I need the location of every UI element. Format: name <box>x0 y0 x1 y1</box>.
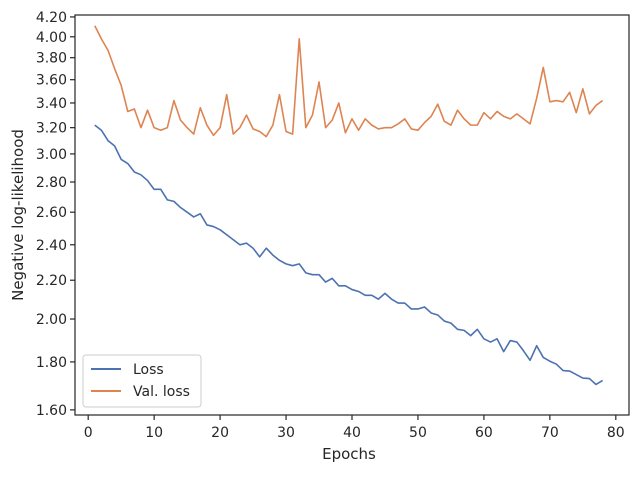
y-tick-label: 2.40 <box>36 238 67 254</box>
x-tick-label: 40 <box>343 425 361 441</box>
y-tick-label: 4.20 <box>36 10 67 26</box>
y-tick-label: 4.00 <box>36 30 67 46</box>
y-tick-label: 2.80 <box>36 175 67 191</box>
y-tick-label: 3.00 <box>36 147 67 163</box>
y-tick-label: 3.40 <box>36 96 67 112</box>
y-tick-label: 2.00 <box>36 312 67 328</box>
x-tick-label: 70 <box>541 425 559 441</box>
y-tick-label: 3.80 <box>36 51 67 67</box>
series-line-loss <box>94 124 604 386</box>
x-tick-label: 0 <box>84 425 93 441</box>
plot-series <box>94 25 604 386</box>
x-tick-label: 10 <box>145 425 163 441</box>
y-axis-ticks: 1.60 1.80 2.00 2.20 2.40 2.60 2.80 3.00 3.20 3.40… <box>36 10 75 419</box>
x-tick-label: 60 <box>475 425 493 441</box>
y-tick-label: 3.60 <box>36 73 67 89</box>
series-line-val-loss <box>94 25 604 138</box>
x-tick-label: 50 <box>409 425 427 441</box>
x-axis-label: Epochs <box>322 445 376 463</box>
x-tick-label: 20 <box>211 425 229 441</box>
y-axis-label: Negative log-likelihood <box>9 129 27 301</box>
x-axis-ticks: 0 10 20 30 40 50 60 70 80 <box>84 415 625 441</box>
x-tick-label: 30 <box>277 425 295 441</box>
legend-label-loss: Loss <box>133 362 164 378</box>
y-tick-label: 2.60 <box>36 205 67 221</box>
y-tick-label: 1.60 <box>36 403 67 419</box>
y-tick-label: 3.20 <box>36 121 67 137</box>
y-tick-label: 2.20 <box>36 273 67 289</box>
legend-label-val-loss: Val. loss <box>133 384 190 400</box>
legend: Loss Val. loss <box>82 354 202 408</box>
y-tick-label: 1.80 <box>36 355 67 371</box>
x-tick-label: 80 <box>607 425 625 441</box>
